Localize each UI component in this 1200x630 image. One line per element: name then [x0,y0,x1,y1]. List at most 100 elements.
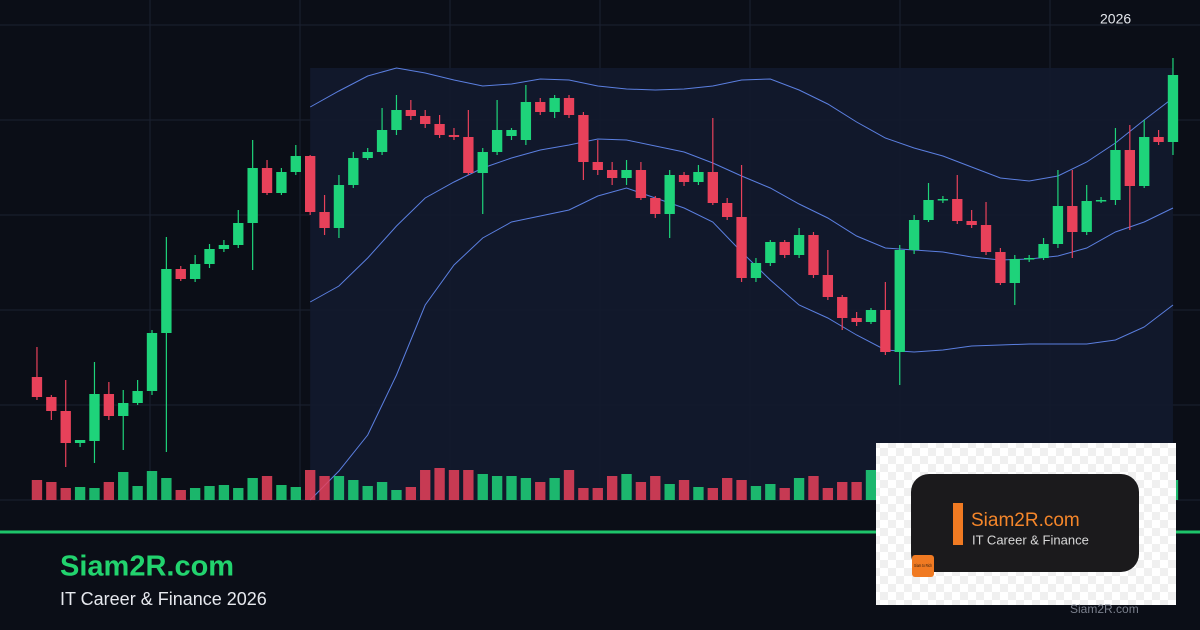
candle-body [420,116,431,124]
candle-body [592,162,603,170]
volume-bar [578,488,589,500]
site-name: Siam2R.com [60,551,234,583]
volume-bar [405,487,417,500]
candle-body [276,172,287,193]
candle-body [837,297,848,318]
volume-bar [89,488,100,500]
candle-body [621,170,632,178]
volume-bar [563,470,575,500]
candle-body [1124,150,1136,186]
volume-bar [348,480,359,500]
candle-body [995,252,1006,283]
candle-body [448,135,460,137]
volume-bar [592,488,603,500]
volume-bar [132,486,143,500]
volume-bar [103,482,115,500]
volume-bar [189,488,201,500]
volume-bar [650,476,661,500]
candle-body [736,217,747,278]
candle-body [765,242,776,263]
candle-body [880,310,891,352]
candle-body [535,102,546,112]
candle-body [31,377,43,397]
candle-body [218,245,230,249]
candle-body [822,275,834,297]
volume-bar [60,488,71,500]
candle-body [1023,258,1035,260]
volume-bar [606,476,618,500]
volume-bar [549,478,560,500]
candle-body [46,397,57,411]
candle-body [132,391,143,403]
candle-body [175,269,186,279]
candle-body [463,137,474,173]
volume-bar [362,486,373,500]
volume-bar [822,488,834,500]
badge [912,555,934,577]
candle-body [60,411,71,443]
card-subtitle: IT Career & Finance [972,532,1089,547]
card-title: Siam2R.com [971,510,1080,531]
candle-body [247,168,258,223]
candle-body [635,170,647,198]
badge-text: Siam to Rich [914,563,932,568]
volume-bar [865,470,877,500]
volume-bar [477,474,488,500]
candle-body [578,115,589,162]
volume-bar [146,471,158,500]
volume-bar [664,484,675,500]
candle-body [189,264,201,279]
volume-bar [434,468,445,500]
volume-bar [376,482,388,500]
candle-body [722,203,733,217]
candle-body [405,110,417,116]
volume-bar [218,485,230,500]
volume-bar [535,482,546,500]
candle-body [664,175,675,214]
candle-body [491,130,503,152]
volume-bar [420,470,431,500]
candle-body [1167,75,1179,142]
candle-body [707,172,718,203]
volume-bar [247,478,258,500]
volume-bar [304,470,316,500]
candle-body [966,221,977,225]
candle-body [204,249,215,264]
candle-body [348,158,359,185]
band-upper [309,67,1174,182]
volume-bar [175,490,186,500]
card-accent [953,503,963,545]
volume-bar [319,476,330,500]
volume-bar [74,487,86,500]
candle-body [923,200,934,220]
candle-body [808,235,819,275]
volume-bar [520,478,532,500]
candle-body [261,168,273,193]
candle-body [865,310,877,322]
volume-bar [837,482,848,500]
candle-body [750,263,762,278]
volume-bar [31,480,43,500]
candle-body [937,199,949,201]
candle-body [1009,259,1020,283]
candle-body [606,170,618,178]
candle-body [362,152,373,158]
volume-bar [448,470,460,500]
candle-body [391,110,402,130]
candle-body [1139,137,1150,186]
candle-body [1153,137,1164,142]
volume-bar [333,476,345,500]
volume-bar [463,470,474,500]
volume-bar [793,478,805,500]
candle-body [650,198,661,214]
volume-bar [161,478,172,500]
volume-bar [261,476,273,500]
candle-body [1095,200,1107,202]
candle-body [304,156,316,212]
volume-bar [635,482,647,500]
candle-body [693,172,704,182]
candle-body [678,175,690,182]
candle-body [851,318,862,322]
candle-body [103,394,115,416]
